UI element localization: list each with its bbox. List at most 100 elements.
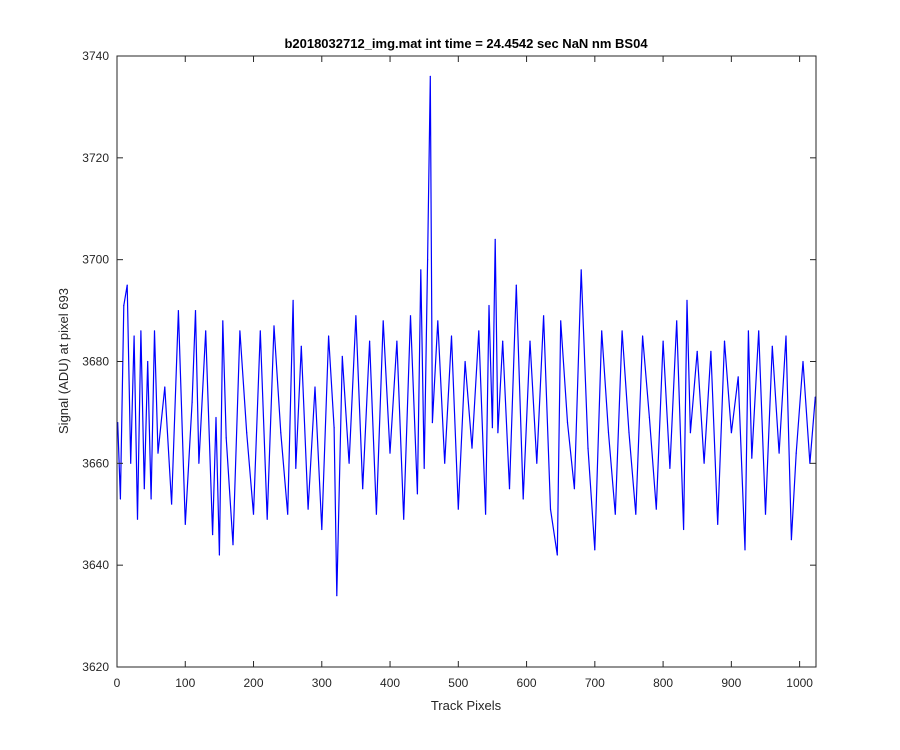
data-point bbox=[143, 488, 145, 490]
data-point bbox=[295, 467, 297, 469]
data-point bbox=[607, 432, 610, 434]
y-tick-label: 3700 bbox=[82, 253, 109, 267]
x-tick-label: 200 bbox=[244, 676, 264, 690]
data-point bbox=[764, 513, 767, 515]
data-point bbox=[136, 518, 139, 520]
data-point bbox=[321, 528, 323, 531]
data-point bbox=[239, 330, 241, 332]
data-point bbox=[369, 340, 371, 342]
y-tick-label: 3720 bbox=[82, 151, 109, 165]
data-point bbox=[549, 508, 552, 510]
data-point bbox=[488, 304, 490, 307]
data-point bbox=[164, 386, 166, 388]
data-point bbox=[594, 549, 596, 551]
data-point bbox=[362, 488, 364, 490]
data-point bbox=[153, 330, 156, 332]
data-point bbox=[212, 534, 214, 536]
data-point bbox=[246, 432, 248, 434]
data-point bbox=[444, 462, 446, 464]
data-point bbox=[396, 340, 398, 342]
data-point bbox=[328, 335, 330, 337]
data-point bbox=[703, 462, 705, 464]
data-point bbox=[457, 508, 459, 510]
data-point bbox=[751, 457, 753, 459]
data-point bbox=[123, 304, 125, 307]
data-point bbox=[621, 330, 623, 332]
data-point bbox=[218, 554, 220, 556]
data-point bbox=[737, 376, 739, 378]
data-point bbox=[222, 320, 224, 322]
data-point bbox=[471, 447, 473, 449]
data-point bbox=[502, 340, 504, 342]
data-point bbox=[543, 315, 545, 317]
data-point bbox=[130, 462, 132, 464]
data-point bbox=[635, 513, 637, 515]
data-point bbox=[515, 284, 517, 286]
data-point bbox=[273, 325, 275, 327]
data-point bbox=[491, 427, 493, 429]
data-point bbox=[730, 432, 733, 434]
data-point bbox=[785, 335, 787, 337]
data-point bbox=[420, 269, 422, 271]
data-point bbox=[758, 330, 760, 332]
data-point bbox=[696, 350, 698, 352]
data-point bbox=[790, 539, 793, 541]
data-point bbox=[205, 330, 207, 332]
data-point bbox=[628, 432, 630, 434]
data-point bbox=[580, 269, 582, 271]
data-point bbox=[292, 299, 294, 301]
x-tick-label: 900 bbox=[721, 676, 741, 690]
data-point bbox=[802, 360, 804, 363]
data-point bbox=[403, 518, 405, 520]
data-point bbox=[771, 345, 773, 347]
x-tick-label: 700 bbox=[585, 676, 605, 690]
x-tick-label: 1000 bbox=[786, 676, 813, 690]
data-point bbox=[375, 513, 377, 515]
data-point bbox=[669, 467, 671, 469]
data-point bbox=[529, 340, 531, 342]
data-point bbox=[150, 498, 152, 500]
data-point bbox=[676, 320, 678, 322]
data-point bbox=[601, 330, 603, 332]
data-point bbox=[177, 310, 179, 312]
x-tick-label: 0 bbox=[114, 676, 121, 690]
data-point bbox=[573, 488, 576, 490]
data-point bbox=[215, 416, 217, 419]
data-point bbox=[497, 432, 499, 434]
y-tick-label: 3680 bbox=[82, 355, 109, 369]
data-point bbox=[717, 523, 719, 526]
data-point bbox=[536, 462, 538, 464]
data-point bbox=[437, 320, 439, 322]
data-point bbox=[287, 513, 289, 515]
data-point bbox=[478, 330, 480, 332]
data-point bbox=[556, 554, 558, 556]
data-point bbox=[423, 467, 425, 469]
data-point bbox=[333, 427, 335, 429]
data-point bbox=[522, 498, 524, 500]
data-point bbox=[259, 330, 261, 332]
data-point bbox=[662, 340, 664, 342]
data-point bbox=[450, 335, 453, 337]
data-point bbox=[198, 462, 200, 464]
data-point bbox=[744, 549, 746, 551]
data-point bbox=[648, 416, 651, 419]
x-tick-label: 500 bbox=[448, 676, 468, 690]
data-point bbox=[747, 330, 750, 332]
data-point bbox=[140, 330, 142, 332]
data-point bbox=[416, 493, 418, 495]
data-point bbox=[314, 386, 316, 388]
data-point bbox=[348, 462, 350, 464]
data-point bbox=[710, 350, 712, 352]
data-point bbox=[723, 340, 726, 342]
y-tick-label: 3740 bbox=[82, 49, 109, 63]
data-point bbox=[280, 432, 282, 434]
x-tick-label: 400 bbox=[380, 676, 400, 690]
chart-title: b2018032712_img.mat int time = 24.4542 s… bbox=[284, 36, 648, 51]
data-point bbox=[184, 523, 186, 526]
y-tick-label: 3620 bbox=[82, 660, 109, 674]
data-point bbox=[409, 315, 412, 317]
y-axis-label: Signal (ADU) at pixel 693 bbox=[56, 288, 71, 434]
data-point bbox=[191, 401, 193, 403]
data-point bbox=[307, 508, 309, 510]
